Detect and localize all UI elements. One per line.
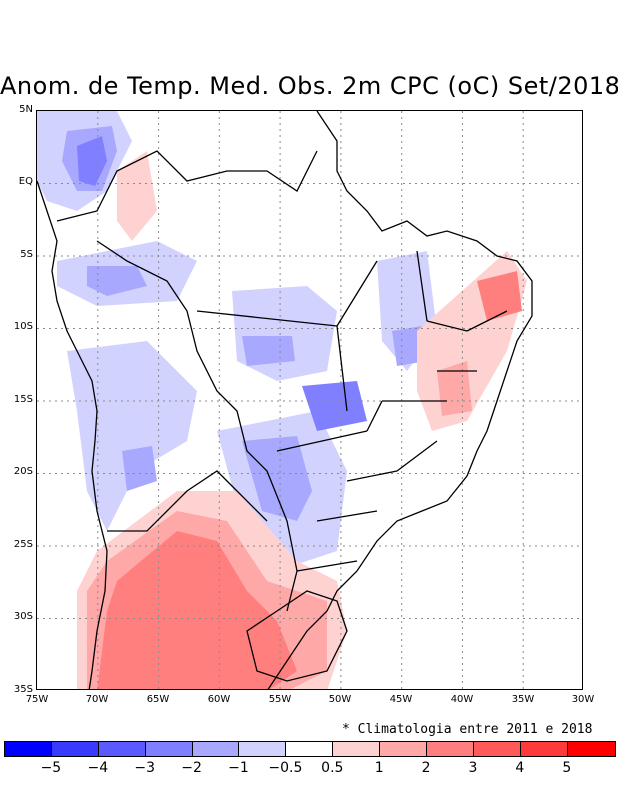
warm-core-south-2	[97, 531, 297, 689]
lat-label-eq: EQ	[18, 176, 33, 187]
colorbar-label: 0.5	[321, 760, 344, 776]
colorbar-label: 2	[421, 760, 431, 776]
climatology-note: * Climatologia entre 2011 e 2018	[342, 722, 593, 737]
colorbar-segment	[286, 742, 334, 756]
cold-core-amazon	[87, 266, 147, 296]
colorbar-segment	[239, 742, 287, 756]
coastlines-and-borders	[37, 111, 533, 689]
colorbar-segment	[333, 742, 381, 756]
map-panel	[36, 110, 583, 690]
colorbar-segment	[520, 742, 568, 756]
colorbar-segment	[145, 742, 193, 756]
warm-core-northeast-2	[477, 271, 522, 321]
colorbar-label: 5	[562, 760, 572, 776]
lon-label-70w: 70W	[85, 694, 109, 705]
lat-label-30s: 30S	[13, 611, 33, 622]
lat-label-35s: 35S	[13, 684, 33, 695]
colorbar-segment	[380, 742, 428, 756]
lat-label-15s: 15S	[13, 394, 33, 405]
lon-label-45w: 45W	[389, 694, 413, 705]
lon-label-75w: 75W	[25, 694, 49, 705]
map-canvas	[37, 111, 582, 689]
colorbar-segment	[192, 742, 240, 756]
cold-core-southeast-2	[302, 381, 367, 431]
colorbar-segment	[473, 742, 521, 756]
colorbar-label: 1	[374, 760, 384, 776]
colorbar-label: −2	[181, 760, 202, 776]
state-borders	[196, 250, 508, 572]
brazil-border-southwest	[96, 240, 298, 612]
colorbar-segment	[427, 742, 474, 756]
lon-label-35w: 35W	[511, 694, 535, 705]
colorbar-label: −0.5	[268, 760, 303, 776]
colorbar	[4, 741, 616, 757]
cold-core-northwest-2	[77, 136, 107, 186]
lat-label-5n: 5N	[19, 104, 33, 115]
cold-core-central	[242, 336, 295, 366]
warm-core-northeast	[437, 361, 472, 416]
colorbar-segment	[98, 742, 146, 756]
cold-core-west	[122, 446, 157, 491]
atlantic-coastline	[267, 111, 533, 689]
colorbar-segment	[567, 742, 615, 756]
colorbar-label: 3	[468, 760, 478, 776]
colorbar-label: −3	[134, 760, 155, 776]
lon-label-50w: 50W	[328, 694, 352, 705]
map-title: Anom. de Temp. Med. Obs. 2m CPC (oC) Set…	[0, 72, 618, 100]
argentina-border	[107, 470, 268, 532]
colorbar-label: 4	[515, 760, 525, 776]
warm-area-north	[117, 151, 157, 241]
lat-label-10s: 10S	[13, 321, 33, 332]
colorbar-label: −1	[228, 760, 249, 776]
lon-label-60w: 60W	[207, 694, 231, 705]
colorbar-label: −4	[87, 760, 109, 776]
colorbar-segment	[51, 742, 99, 756]
uruguay-border	[246, 590, 348, 682]
lon-label-65w: 65W	[146, 694, 170, 705]
warm-anomaly-areas	[77, 151, 527, 689]
lon-label-55w: 55W	[268, 694, 292, 705]
cold-core-southeast	[242, 436, 312, 521]
cold-area-central	[232, 286, 337, 381]
lat-label-25s: 25S	[13, 539, 33, 550]
lon-label-40w: 40W	[450, 694, 474, 705]
lat-label-20s: 20S	[13, 466, 33, 477]
lat-label-5s: 5S	[20, 249, 33, 260]
colorbar-label: −5	[40, 760, 62, 776]
brazil-border-west	[56, 150, 318, 222]
colorbar-segment	[5, 742, 52, 756]
cold-area-west	[67, 341, 197, 531]
pacific-coastline	[37, 180, 108, 689]
lon-label-30w: 30W	[571, 694, 595, 705]
